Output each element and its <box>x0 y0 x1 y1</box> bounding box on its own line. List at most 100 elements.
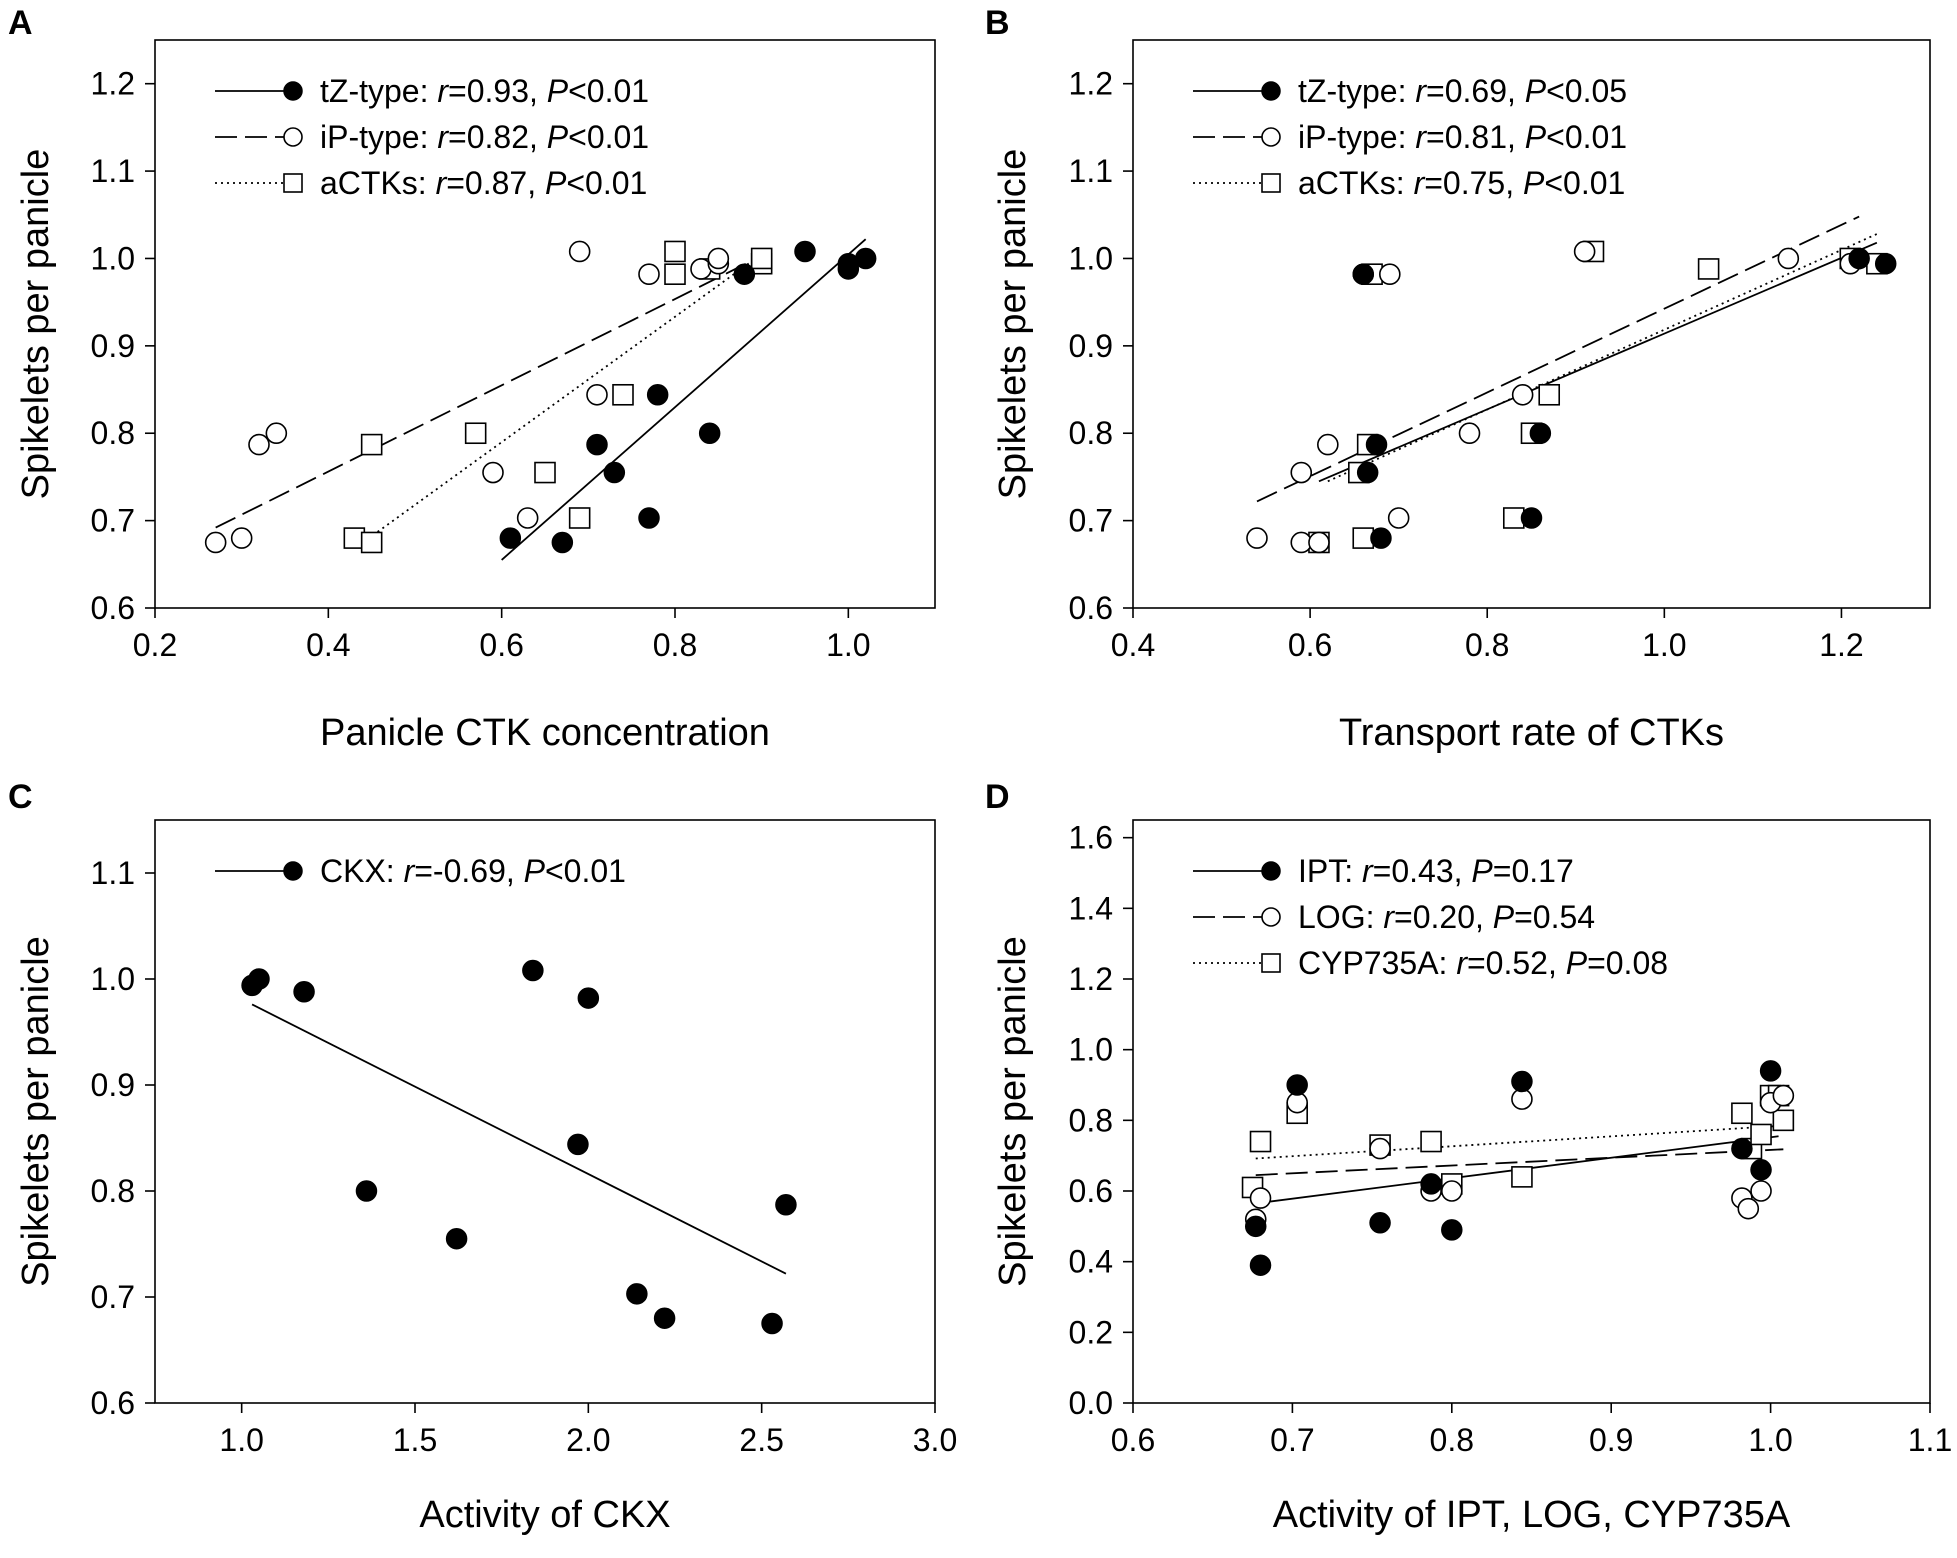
legend-marker <box>1261 907 1281 927</box>
data-point-ckx <box>355 1180 378 1202</box>
data-point-tz-type <box>1365 433 1388 456</box>
x-tick-label: 1.0 <box>1748 1422 1792 1458</box>
legend-entry: tZ-type: r=0.93, P<0.01 <box>320 73 649 109</box>
y-axis-title: Spikelets per panicle <box>992 936 1034 1287</box>
y-tick-label: 0.6 <box>91 1385 135 1421</box>
fit-line-log <box>1255 1148 1784 1176</box>
data-point-cyp735a <box>1750 1123 1772 1146</box>
fit-line-ip-type <box>215 259 754 529</box>
y-tick-label: 1.0 <box>1069 1032 1113 1068</box>
y-axis-title: Spikelets per panicle <box>15 936 57 1287</box>
data-point-tz-type <box>499 527 522 549</box>
y-tick-label: 0.8 <box>91 415 135 451</box>
y-tick-label: 0.7 <box>91 1279 135 1315</box>
data-point-ip-type <box>638 263 660 285</box>
data-point-tz-type <box>603 461 626 484</box>
data-point-ipt <box>1369 1212 1391 1234</box>
data-point-ipt <box>1731 1137 1753 1160</box>
legend-entry: LOG: r=0.20, P=0.54 <box>1298 899 1595 935</box>
y-tick-label: 0.0 <box>1069 1385 1113 1421</box>
data-point-actks <box>568 507 591 529</box>
plot-frame <box>154 39 936 609</box>
y-tick-label: 0.4 <box>1069 1244 1113 1280</box>
data-point-cyp735a <box>1511 1166 1533 1188</box>
data-point-tz-type <box>854 247 877 270</box>
data-point-ckx <box>522 959 544 982</box>
y-tick-label: 1.0 <box>91 961 135 997</box>
plot-frame <box>1132 819 1931 1404</box>
x-axis-title: Panicle CTK concentration <box>320 712 770 754</box>
data-point-actks <box>1697 258 1720 280</box>
data-point-ip-type <box>1290 461 1313 484</box>
data-point-cyp735a <box>1772 1109 1795 1132</box>
data-point-log <box>1441 1180 1463 1202</box>
x-axis-title: Transport rate of CTKs <box>1339 712 1724 754</box>
data-point-ip-type <box>265 422 288 445</box>
x-tick-label: 2.0 <box>566 1422 610 1458</box>
y-tick-label: 1.1 <box>91 153 135 189</box>
panel-b: B0.4 0.6 0.8 1.0 1.20.60.70.80.91.01.11.2Tra… <box>985 4 1931 754</box>
data-point-ckx <box>445 1227 468 1250</box>
legend-entry: tZ-type: r=0.69, P<0.05 <box>1298 73 1627 109</box>
data-point-actks <box>664 263 686 285</box>
x-tick-label: 3.0 <box>913 1422 957 1458</box>
data-point-actks <box>360 531 383 554</box>
data-point-log <box>1369 1137 1391 1160</box>
panel-d: D 0.6 0.7 0.8 0.9 1.0 1.1 0.0 0.2 0.4 0.6 0.8 1.0 1.2… <box>985 778 1952 1536</box>
data-point-ip-type <box>516 507 539 529</box>
data-point-actks <box>750 247 773 270</box>
data-point-tz-type <box>646 384 669 406</box>
data-point-tz-type <box>837 258 860 280</box>
y-tick-label: 1.6 <box>1069 820 1113 856</box>
x-tick-label: 1.2 <box>1819 627 1863 663</box>
data-point-ip-type <box>204 531 227 554</box>
data-point-ip-type <box>1317 433 1339 456</box>
plot-frame <box>154 819 936 1404</box>
fit-line-ip-type <box>1256 215 1860 503</box>
data-point-tz-type <box>586 433 608 456</box>
data-point-tz-type <box>551 531 574 554</box>
data-point-tz-type <box>733 263 756 285</box>
data-point-tz-type <box>1356 461 1379 484</box>
x-axis-title: Activity of IPT, LOG, CYP735A <box>1273 1494 1791 1536</box>
x-tick-label: 1.1 <box>1908 1422 1952 1458</box>
x-tick-label: 1.0 <box>219 1422 263 1458</box>
data-point-log <box>1249 1187 1272 1209</box>
y-tick-label: 0.9 <box>91 328 135 364</box>
x-tick-label: 0.6 <box>1288 627 1332 663</box>
data-point-ckx <box>775 1194 797 1216</box>
data-point-ip-type <box>1573 240 1596 263</box>
panel-a: A 0.2 0.4 0.6 0.8 1.0 0.6 0.7 0.8 0.9 1.0 1.1 1.2 Pan… <box>8 4 936 754</box>
legend-entry: aCTKs: r=0.87, P<0.01 <box>320 165 647 201</box>
x-tick-label: 0.7 <box>1270 1422 1314 1458</box>
legend-marker <box>1261 861 1281 881</box>
x-tick-label: 0.4 <box>1111 627 1155 663</box>
data-point-cyp735a <box>1249 1130 1272 1153</box>
data-point-ip-type <box>1379 263 1401 285</box>
data-point-actks <box>1538 383 1561 406</box>
data-point-tz-type <box>1520 507 1543 529</box>
data-point-ckx <box>248 968 270 990</box>
y-tick-label: 0.2 <box>1069 1314 1113 1350</box>
panel-letter: A <box>8 4 33 42</box>
data-point-ip-type <box>1777 247 1800 270</box>
x-tick-label: 2.5 <box>739 1422 783 1458</box>
y-tick-label: 1.2 <box>1069 66 1113 102</box>
fit-line-cyp735a <box>1255 1124 1784 1160</box>
x-tick-label: 0.6 <box>479 627 523 663</box>
data-point-ckx <box>626 1283 648 1305</box>
data-point-ip-type <box>707 247 730 270</box>
data-point-ckx <box>653 1307 676 1329</box>
data-point-ip-type <box>586 383 608 406</box>
data-point-ip-type <box>568 240 591 263</box>
legend-entry: CKX: r=-0.69, P<0.01 <box>320 853 626 889</box>
legend-marker <box>283 127 303 147</box>
legend-marker <box>1261 953 1281 973</box>
y-tick-label: 1.1 <box>91 855 135 891</box>
data-point-tz-type <box>794 240 816 263</box>
data-point-ipt <box>1420 1173 1442 1195</box>
data-point-tz-type <box>638 507 660 529</box>
y-tick-label: 0.8 <box>91 1173 135 1209</box>
data-point-tz-type <box>1370 527 1392 549</box>
